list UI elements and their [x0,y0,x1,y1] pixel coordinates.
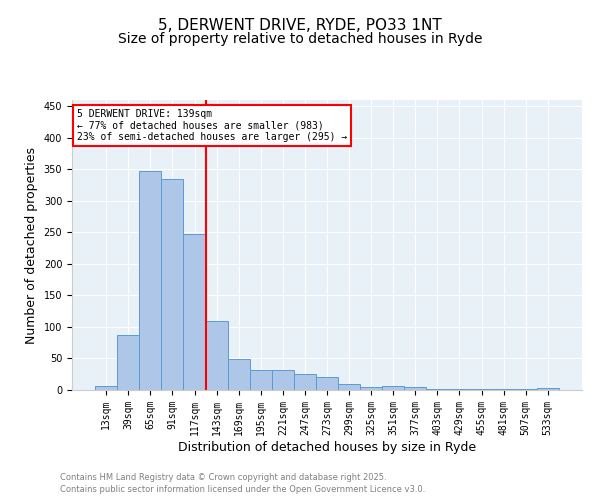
Bar [427,388,448,390]
Text: 5, DERWENT DRIVE, RYDE, PO33 1NT: 5, DERWENT DRIVE, RYDE, PO33 1NT [158,18,442,32]
Bar [184,234,206,390]
Text: 5 DERWENT DRIVE: 139sqm
← 77% of detached houses are smaller (983)
23% of semi-d: 5 DERWENT DRIVE: 139sqm ← 77% of detache… [77,108,347,142]
Bar [227,359,250,390]
Text: Contains HM Land Registry data © Crown copyright and database right 2025.: Contains HM Land Registry data © Crown c… [60,472,386,482]
Bar [294,374,316,390]
X-axis label: Distribution of detached houses by size in Ryde: Distribution of detached houses by size … [178,440,476,454]
Bar [161,179,184,390]
Bar [338,384,360,390]
Bar [316,378,338,390]
Text: Size of property relative to detached houses in Ryde: Size of property relative to detached ho… [118,32,482,46]
Bar [382,386,404,390]
Y-axis label: Number of detached properties: Number of detached properties [25,146,38,344]
Bar [206,320,227,390]
Bar [360,387,382,390]
Bar [117,334,139,390]
Bar [404,388,427,390]
Bar [250,370,272,390]
Bar [139,170,161,390]
Text: Contains public sector information licensed under the Open Government Licence v3: Contains public sector information licen… [60,485,425,494]
Bar [272,370,294,390]
Bar [537,388,559,390]
Bar [95,386,117,390]
Bar [493,388,515,390]
